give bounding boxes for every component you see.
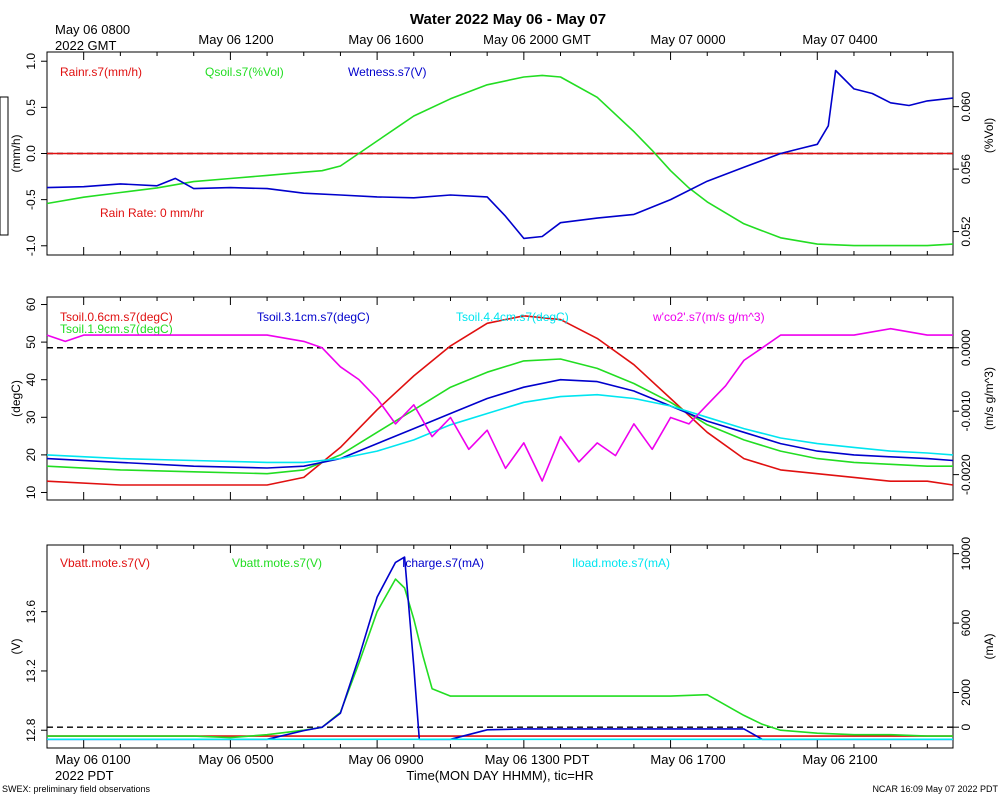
- y-tick-label-left: -1.0: [24, 235, 38, 256]
- y-tick-label-left: 1.0: [24, 53, 38, 70]
- y-tick-label-right: 0: [959, 724, 973, 731]
- y-tick-label-right: 0.0000: [959, 329, 973, 366]
- y-tick-label-left: 40: [24, 373, 38, 387]
- legend-entry: Vbatt.mote.s7(V): [60, 556, 150, 570]
- y-tick-label-left: 60: [24, 298, 38, 312]
- legend-entry: Tsoil.0.6cm.s7(degC): [60, 310, 173, 324]
- footer-left: SWEX: preliminary field observations: [2, 784, 151, 794]
- bottom-axis-tick-label: May 06 1700: [650, 752, 725, 767]
- y-axis-label-right: (m/s g/m^3): [982, 367, 996, 430]
- series-line-wetness-s7-v-: [46, 69, 954, 240]
- series-line-qsoil-s7-vol-: [46, 74, 954, 247]
- y-tick-label-left: 13.2: [24, 659, 38, 683]
- y-tick-label-left: 0.5: [24, 99, 38, 116]
- series-line-tsoil-3-1cm-s7-degc-: [46, 378, 954, 469]
- y-tick-label-right: -0.0010: [959, 391, 973, 432]
- top-axis-origin-label: May 06 0800: [55, 22, 130, 37]
- bottom-axis-tick-label: May 06 0500: [198, 752, 273, 767]
- top-axis-tick-label: May 06 1200: [198, 32, 273, 47]
- top-axis-tick-label: May 07 0400: [802, 32, 877, 47]
- y-axis-label-left: (V): [9, 639, 23, 655]
- legend-entry: Tsoil.1.9cm.s7(degC): [60, 322, 173, 336]
- y-tick-label-left: 12.8: [24, 718, 38, 742]
- bottom-axis-year-label: 2022 PDT: [55, 768, 114, 783]
- bottom-axis-title: Time(MON DAY HHMM), tic=HR: [406, 768, 593, 783]
- legend-entry: w'co2'.s7(m/s g/m^3): [652, 310, 765, 324]
- y-tick-label-left: 30: [24, 410, 38, 424]
- series-line-vbatt-mote-s7-v-: [47, 578, 953, 739]
- chart-title: Water 2022 May 06 - May 07: [410, 11, 606, 28]
- bottom-axis-labels: May 06 0100 May 06 0500 May 06 0900 May 06 …: [55, 752, 877, 767]
- y-tick-label-left: 13.6: [24, 600, 38, 624]
- y-axis-label-left: (degC): [9, 380, 23, 417]
- series-line-tsoil-0-6cm-s7-degc-: [46, 314, 954, 486]
- y-axis-label-right: (%Vol): [982, 118, 996, 153]
- legend-entry: Iload.mote.s7(mA): [572, 556, 670, 570]
- y-tick-label-right: 0.060: [959, 91, 973, 121]
- y-axis-label-left: (mm/h): [9, 135, 23, 173]
- footer-right: NCAR 16:09 May 07 2022 PDT: [872, 784, 998, 794]
- series-line-tsoil-4-4cm-s7-degc-: [46, 393, 954, 464]
- bottom-axis-tick-label: May 06 2100: [802, 752, 877, 767]
- panel-battery-current: 13.6 13.2 12.8 10000 6000 2000 0 (V) (mA) Vbatt.m…: [9, 537, 996, 749]
- y-tick-label-left: 10: [24, 485, 38, 499]
- top-axis-origin-sublabel: 2022 GMT: [55, 38, 116, 53]
- y-tick-label-right: 0.052: [959, 216, 973, 246]
- legend-entry: Vbatt.mote.s7(V): [232, 556, 322, 570]
- series-line-w-co2-s7-m-s-g-m-3-: [46, 327, 953, 482]
- panel-rain-soil-moisture: 1.0 0.5 0.0 -0.5 -1.0 0.060 0.056 0.052 (mm/h) (%…: [9, 51, 996, 256]
- legend-entry: Tsoil.4.4cm.s7(degC): [456, 310, 569, 324]
- top-axis-tick-label: May 06 1600: [348, 32, 423, 47]
- y-axis-label-right: (mA): [982, 634, 996, 660]
- side-legend-box: [0, 96, 9, 236]
- y-tick-label-right: 0.056: [959, 154, 973, 184]
- plot-frame: [46, 544, 954, 749]
- y-tick-label-left: 0.0: [24, 145, 38, 162]
- bottom-axis-tick-label: May 06 1300 PDT: [485, 752, 590, 767]
- top-axis-labels: May 06 1200 May 06 1600 May 06 2000 GMT May…: [198, 32, 877, 47]
- legend-entry: Qsoil.s7(%Vol): [205, 65, 284, 79]
- panel-soil-temperature: 60 50 40 30 20 10 0.0000 -0.0010 -0.0020 (degC) (m…: [9, 296, 996, 501]
- legend-entry: Wetness.s7(V): [348, 65, 426, 79]
- top-axis-tick-label: May 06 2000 GMT: [483, 32, 591, 47]
- y-tick-label-left: 20: [24, 448, 38, 462]
- rain-rate-annotation: Rain Rate: 0 mm/hr: [100, 206, 204, 220]
- legend-entry: Icharge.s7(mA): [402, 556, 484, 570]
- plot-frame: [46, 296, 954, 501]
- top-axis-tick-label: May 07 0000: [650, 32, 725, 47]
- series-line-tsoil-1-9cm-s7-degc-: [46, 358, 953, 475]
- legend-entry: Rainr.s7(mm/h): [60, 65, 142, 79]
- y-tick-label-left: -0.5: [24, 189, 38, 210]
- y-tick-label-left: 50: [24, 335, 38, 349]
- y-tick-label-right: 10000: [959, 537, 973, 571]
- bottom-axis-tick-label: May 06 0900: [348, 752, 423, 767]
- bottom-axis-tick-label: May 06 0100: [55, 752, 130, 767]
- legend-entry: Tsoil.3.1cm.s7(degC): [257, 310, 370, 324]
- y-tick-label-right: 2000: [959, 679, 973, 706]
- series-line-icharge-s7-ma-: [47, 556, 953, 741]
- y-tick-label-right: -0.0020: [959, 454, 973, 495]
- y-tick-label-right: 6000: [959, 609, 973, 636]
